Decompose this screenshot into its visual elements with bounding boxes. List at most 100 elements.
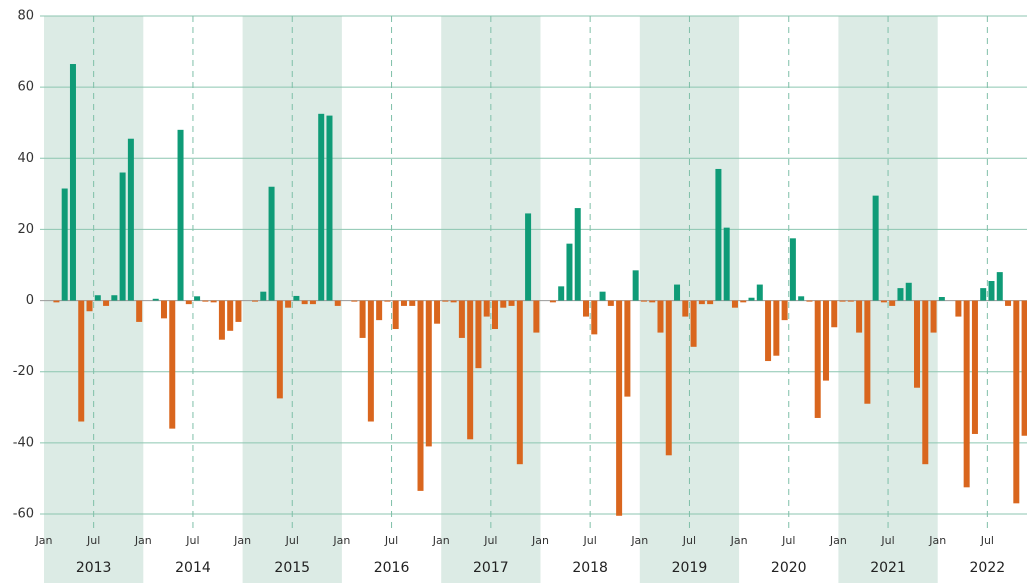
bar [127, 138, 134, 301]
bar [475, 300, 482, 369]
year-label: 2022 [970, 560, 1006, 576]
bar [218, 300, 225, 340]
bar [508, 300, 515, 306]
bar [856, 300, 863, 333]
bar [1021, 300, 1027, 436]
bar [649, 300, 656, 303]
bar [301, 300, 308, 305]
bar [889, 300, 896, 306]
bar [905, 282, 912, 301]
bar [483, 300, 490, 317]
bar [194, 296, 201, 301]
bar [458, 300, 465, 338]
bar [309, 300, 316, 305]
bar [417, 300, 424, 491]
bar [549, 300, 556, 303]
bar [119, 172, 126, 301]
bar [103, 300, 110, 306]
bar [111, 295, 118, 301]
bar [260, 291, 267, 301]
bar [293, 295, 300, 301]
year-band [639, 16, 740, 583]
bar [376, 300, 383, 321]
bar [491, 300, 498, 330]
bar [864, 300, 871, 404]
bar [682, 300, 689, 317]
bar [86, 300, 93, 312]
x-tick-label: Jul [483, 534, 497, 547]
bar [955, 300, 962, 317]
year-band [242, 16, 342, 583]
bar [69, 64, 76, 301]
year-label: 2019 [672, 560, 708, 576]
bar [698, 300, 705, 305]
bar [392, 300, 399, 330]
bar [996, 272, 1003, 301]
x-tick-label: Jul [185, 534, 199, 547]
bar [599, 291, 606, 301]
bar [822, 300, 829, 381]
bar [276, 300, 283, 399]
y-tick-label: 80 [17, 9, 34, 24]
bar [442, 300, 449, 302]
bar [326, 115, 333, 301]
year-label: 2013 [76, 560, 112, 576]
bar [583, 300, 590, 317]
bar [285, 300, 292, 308]
y-tick-label: 60 [17, 80, 34, 95]
bar [467, 300, 474, 440]
bar [202, 300, 209, 302]
bar [806, 300, 813, 302]
y-tick-label: 20 [17, 222, 34, 237]
year-label: 2014 [175, 560, 211, 576]
bar [897, 288, 904, 301]
bar [922, 300, 929, 465]
bar [351, 300, 358, 302]
bar [367, 300, 374, 422]
bar [169, 300, 176, 429]
bar [574, 208, 581, 301]
bar [657, 300, 664, 333]
bar [94, 295, 101, 301]
bar [674, 284, 681, 301]
x-tick-label: Jul [583, 534, 597, 547]
bar [781, 300, 788, 321]
bar [1013, 300, 1020, 504]
bar [963, 300, 970, 488]
x-tick-label: Jan [630, 534, 648, 547]
bar [268, 186, 275, 301]
bar [938, 297, 945, 301]
bar [500, 300, 507, 308]
bar [450, 300, 457, 303]
bar [765, 300, 772, 362]
bar [988, 281, 995, 301]
bar [235, 300, 242, 322]
x-tick-label: Jan [730, 534, 748, 547]
bar [632, 270, 639, 301]
year-label: 2016 [374, 560, 410, 576]
bar [665, 300, 672, 456]
x-tick-label: Jan [134, 534, 152, 547]
bar [789, 238, 796, 301]
x-tick-label: Jan [928, 534, 946, 547]
bar [640, 300, 647, 302]
bar [690, 300, 697, 347]
bar [185, 300, 192, 305]
x-tick-label: Jan [531, 534, 549, 547]
x-tick-label: Jul [880, 534, 894, 547]
bar [252, 300, 259, 302]
x-tick-label: Jul [384, 534, 398, 547]
bar [400, 300, 407, 306]
year-band [838, 16, 938, 583]
year-label: 2020 [771, 560, 807, 576]
x-tick-label: Jan [233, 534, 251, 547]
bar [880, 300, 887, 303]
bar [872, 195, 879, 301]
y-tick-label: 0 [26, 293, 34, 308]
x-tick-label: Jan [432, 534, 450, 547]
bar [566, 243, 573, 301]
x-tick-label: Jul [285, 534, 299, 547]
year-label: 2017 [473, 560, 509, 576]
bar [334, 300, 341, 306]
bar [591, 300, 598, 335]
